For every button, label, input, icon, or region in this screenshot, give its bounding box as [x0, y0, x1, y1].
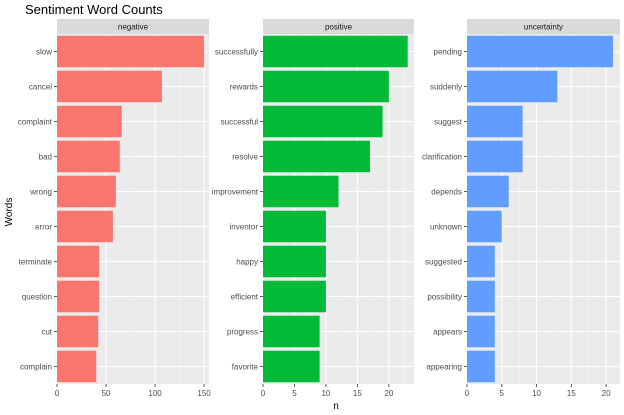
facet-strip [467, 19, 620, 34]
facet-strip-label: negative [118, 23, 149, 32]
bar-wrong [57, 175, 116, 208]
y-tick-label: bad [39, 153, 52, 162]
y-tick-label: slow [36, 48, 52, 57]
y-tick-label: progress [227, 328, 258, 337]
y-axis-title: Words [4, 198, 15, 227]
facet-negative: negative 0 50 100 150 slow cancel complaint bad w… [18, 19, 211, 398]
x-tick-label: 5 [292, 389, 297, 398]
bar-suggested [467, 245, 495, 278]
chart-title: Sentiment Word Counts [25, 2, 163, 17]
bar-question [57, 280, 100, 313]
bar-rewards [263, 70, 389, 103]
facet-strip [57, 19, 209, 34]
facet-strip [263, 19, 414, 34]
x-tick-label: 15 [567, 389, 576, 398]
bar-possibility [467, 280, 495, 313]
y-tick-label: resolve [232, 153, 258, 162]
y-tick-label: appearing [426, 363, 462, 372]
x-tick-label: 10 [321, 389, 330, 398]
y-tick-label: unknown [430, 223, 462, 232]
y-tick-label: improvement [212, 188, 259, 197]
bar-successful [263, 105, 383, 138]
x-tick-label: 15 [353, 389, 362, 398]
y-tick-label: terminate [19, 258, 53, 267]
y-tick-label: rewards [230, 83, 258, 92]
x-tick-label: 5 [500, 389, 505, 398]
y-tick-label: cancel [29, 83, 52, 92]
bar-favorite [263, 350, 320, 383]
x-tick-label: 20 [602, 389, 611, 398]
x-tick-label: 10 [532, 389, 541, 398]
bar-inventor [263, 210, 326, 243]
bar-happy [263, 245, 326, 278]
y-tick-label: depends [431, 188, 462, 197]
x-tick-label: 0 [55, 389, 60, 398]
x-tick-label: 20 [384, 389, 393, 398]
bar-cancel [57, 70, 162, 103]
bar-suggest [467, 105, 523, 138]
y-tick-label: successful [221, 118, 259, 127]
bar-complain [57, 350, 97, 383]
y-tick-label: error [35, 223, 52, 232]
bar-resolve [263, 140, 370, 173]
y-tick-label: suggested [425, 258, 462, 267]
x-tick-label: 50 [102, 389, 111, 398]
x-axis-title: n [333, 401, 339, 412]
bar-error [57, 210, 113, 243]
bar-pending [467, 35, 614, 68]
y-tick-label: successfully [215, 48, 258, 57]
facet-strip-label: positive [325, 23, 353, 32]
bar-depends [467, 175, 509, 208]
y-tick-label: cut [41, 328, 52, 337]
bar-appears [467, 315, 495, 348]
bar-unknown [467, 210, 502, 243]
bar-complaint [57, 105, 122, 138]
facet-positive: positive 0 5 10 15 20 successfully rewards succe… [212, 19, 414, 398]
x-tick-label: 100 [148, 389, 162, 398]
facet-uncertainty: uncertainty 0 5 10 15 20 pending suddenly sugges… [422, 19, 620, 398]
y-tick-label: complaint [18, 118, 53, 127]
y-tick-label: possibility [427, 293, 462, 302]
bar-suddenly [467, 70, 558, 103]
bar-improvement [263, 175, 339, 208]
bar-cut [57, 315, 99, 348]
y-tick-label: question [22, 293, 52, 302]
y-tick-label: efficient [231, 293, 259, 302]
bar-progress [263, 315, 320, 348]
x-tick-label: 0 [465, 389, 470, 398]
facet-strip-label: uncertainty [524, 23, 563, 32]
bar-slow [57, 35, 205, 68]
y-tick-label: favorite [232, 363, 259, 372]
bar-appearing [467, 350, 495, 383]
bar-clarification [467, 140, 523, 173]
y-tick-label: happy [236, 258, 258, 267]
bar-successfully [263, 35, 408, 68]
y-tick-label: appears [433, 328, 462, 337]
bar-terminate [57, 245, 100, 278]
bar-efficient [263, 280, 326, 313]
y-tick-label: clarification [422, 153, 462, 162]
y-tick-label: suddenly [430, 83, 462, 92]
y-tick-label: pending [434, 48, 462, 57]
y-tick-label: wrong [29, 188, 52, 197]
bar-bad [57, 140, 120, 173]
y-tick-label: suggest [434, 118, 463, 127]
y-tick-label: inventor [230, 223, 259, 232]
x-tick-label: 150 [197, 389, 211, 398]
x-tick-label: 0 [261, 389, 266, 398]
y-tick-label: complain [20, 363, 52, 372]
